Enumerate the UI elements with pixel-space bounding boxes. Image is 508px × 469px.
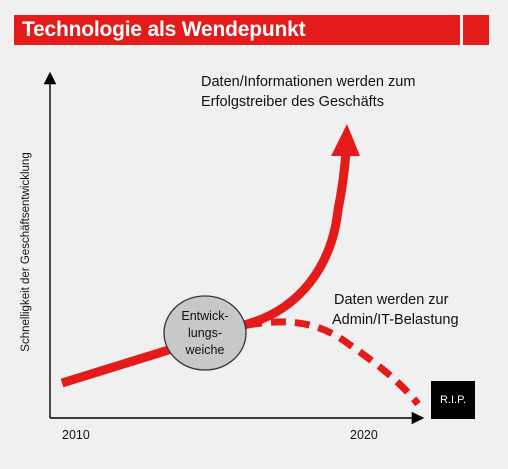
growth-arrowhead	[331, 124, 360, 156]
decline-curve	[246, 318, 421, 407]
title-bar	[14, 15, 460, 45]
growth-curve	[238, 151, 351, 331]
x-tick-2020: 2020	[350, 428, 378, 442]
node-label-line: Entwick-	[181, 308, 229, 323]
upper-outcome-text: Daten/Informationen werden zum Erfolgstr…	[201, 72, 415, 112]
rising-path	[60, 343, 177, 388]
page-title: Technologie als Wendepunkt	[22, 18, 306, 41]
upper-outcome-line: Daten/Informationen werden zum	[201, 74, 416, 90]
lower-outcome-line: Daten werden zur	[334, 292, 449, 308]
x-tick-2010: 2010	[62, 428, 90, 442]
lower-outcome-text: Daten werden zur Admin/IT-Belastung	[332, 290, 459, 330]
development-node	[163, 295, 247, 371]
y-axis-label: Schnelligkeit der Geschäftsentwicklung	[20, 152, 32, 352]
node-label-line: weiche	[185, 342, 225, 357]
title-tab-accent	[463, 15, 489, 45]
rip-marker: R.I.P.	[431, 381, 475, 419]
development-node-label: Entwick- lungs- weiche	[165, 297, 245, 369]
node-label-line: lungs-	[187, 325, 223, 340]
upper-outcome-line: Erfolgstreiber des Geschäfts	[201, 94, 384, 110]
lower-outcome-line: Admin/IT-Belastung	[332, 312, 459, 328]
